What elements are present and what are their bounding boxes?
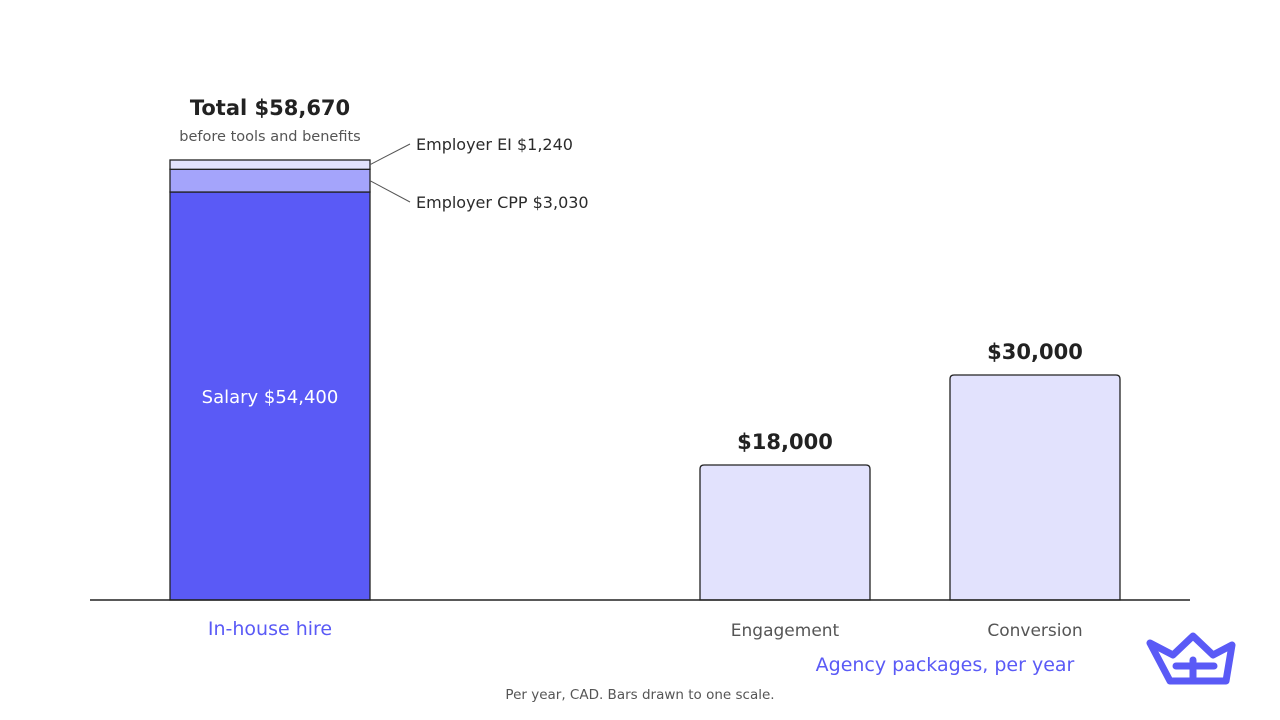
conversion-bar [949, 374, 1121, 601]
inhouse-total-sublabel: before tools and benefits [179, 129, 360, 145]
conversion-category-label: Conversion [987, 621, 1082, 641]
crown-logo-icon [1146, 632, 1236, 685]
employer-cpp-callout-line [369, 180, 411, 203]
employer-ei-label: Employer EI $1,240 [416, 135, 573, 154]
employer-cpp-label: Employer CPP $3,030 [416, 193, 589, 212]
salary-segment [169, 191, 371, 601]
inhouse-category-label: In-house hire [208, 618, 332, 640]
inhouse-total-label: Total $58,670 [190, 96, 350, 120]
engagement-value-label: $18,000 [737, 430, 833, 454]
salary-segment-label: Salary $54,400 [202, 387, 339, 408]
engagement-category-label: Engagement [731, 621, 840, 641]
employer-ei-segment [169, 159, 371, 170]
engagement-bar [699, 464, 871, 601]
employer-ei-callout-line [369, 143, 411, 166]
chart-footnote: Per year, CAD. Bars drawn to one scale. [505, 687, 774, 703]
conversion-value-label: $30,000 [987, 340, 1083, 364]
agency-group-label: Agency packages, per year [816, 654, 1075, 676]
employer-cpp-segment [169, 168, 371, 193]
